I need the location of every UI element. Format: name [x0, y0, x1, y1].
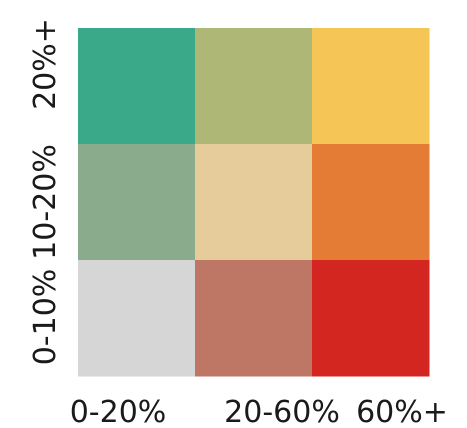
grid-cell-2: [195, 28, 313, 145]
grid-cell-8: [195, 260, 313, 377]
grid-cell-7: [78, 260, 196, 377]
y-tick-label-2: 10-20%: [28, 144, 63, 260]
grid-cell-4: [78, 144, 196, 261]
y-tick-label-1: 0-10%: [28, 269, 63, 366]
grid-cell-6: [312, 144, 430, 261]
y-axis-tick-labels: 0-10% 10-20% 20%+: [28, 18, 63, 365]
x-tick-label-3: 60%+: [356, 395, 448, 428]
x-tick-label-1: 0-20%: [70, 395, 167, 428]
x-axis-tick-labels: 0-20% 20-60% 60%+: [70, 395, 448, 428]
grid-cell-9: [312, 260, 430, 377]
grid-cell-1: [78, 28, 196, 145]
grid-cells: [78, 28, 430, 377]
grid-cell-3: [312, 28, 430, 145]
x-tick-label-2: 20-60%: [224, 395, 340, 428]
grid-cell-5: [195, 144, 313, 261]
y-tick-label-3: 20%+: [28, 18, 63, 110]
